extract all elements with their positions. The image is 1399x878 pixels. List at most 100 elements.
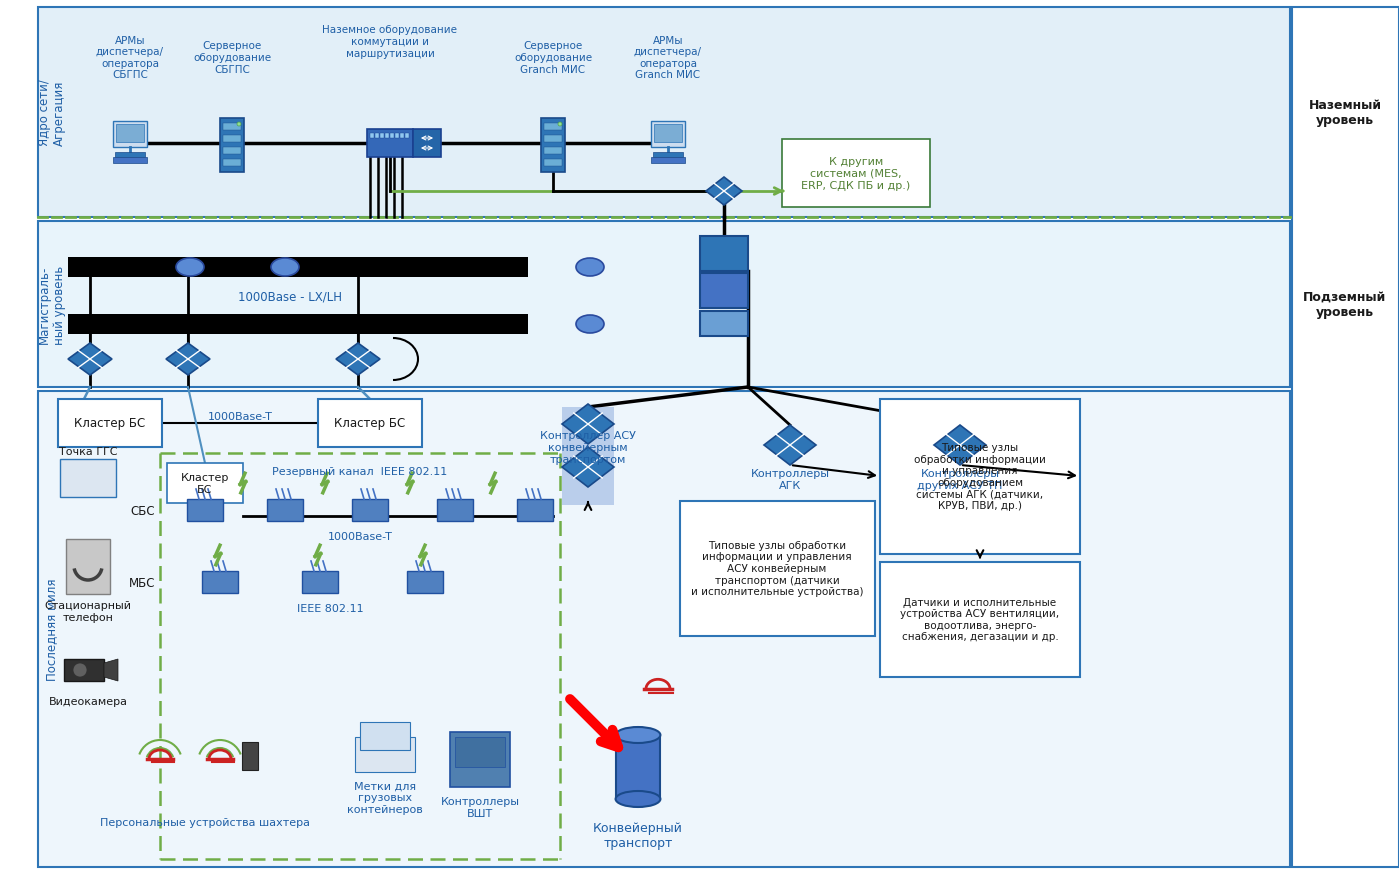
Ellipse shape bbox=[576, 259, 604, 277]
Bar bbox=[222, 148, 241, 155]
Bar bbox=[400, 133, 404, 139]
Polygon shape bbox=[706, 178, 741, 205]
Ellipse shape bbox=[271, 259, 299, 277]
Text: АРМы
диспетчера/
оператора
СБГПС: АРМы диспетчера/ оператора СБГПС bbox=[97, 36, 164, 80]
Bar bbox=[680, 501, 874, 637]
Text: Магистраль-
ный уровень: Магистраль- ный уровень bbox=[38, 265, 66, 344]
Bar bbox=[201, 572, 238, 594]
Bar bbox=[436, 500, 473, 522]
Text: Кластер БС: Кластер БС bbox=[74, 417, 145, 430]
Text: МБС: МБС bbox=[129, 577, 155, 590]
Text: IEEE 802.11: IEEE 802.11 bbox=[297, 603, 364, 614]
Text: Типовые узлы обработки
информации и управления
АСУ конвейерным
транспортом (датч: Типовые узлы обработки информации и упра… bbox=[691, 540, 863, 596]
Text: Контроллеры
других АСУ ТП: Контроллеры других АСУ ТП bbox=[918, 469, 1003, 490]
Bar bbox=[653, 153, 683, 158]
Bar bbox=[395, 133, 399, 139]
Bar bbox=[115, 153, 145, 158]
Bar bbox=[700, 312, 748, 336]
Polygon shape bbox=[104, 659, 118, 681]
Bar bbox=[1293, 8, 1399, 867]
Bar bbox=[222, 136, 241, 143]
Bar bbox=[880, 563, 1080, 677]
Bar bbox=[544, 136, 562, 143]
Circle shape bbox=[236, 123, 241, 126]
Text: Подземный
уровень: Подземный уровень bbox=[1304, 291, 1386, 319]
Bar bbox=[113, 122, 147, 148]
Bar bbox=[404, 133, 409, 139]
Bar bbox=[60, 459, 116, 498]
Text: Датчики и исполнительные
устройства АСУ вентиляции,
водоотлива, энерго-
снабжени: Датчики и исполнительные устройства АСУ … bbox=[901, 597, 1059, 642]
Bar bbox=[651, 122, 686, 148]
Bar bbox=[385, 133, 389, 139]
Bar bbox=[450, 732, 511, 787]
Bar bbox=[544, 160, 562, 167]
Circle shape bbox=[73, 663, 87, 677]
Bar bbox=[375, 133, 379, 139]
Text: Кластер
БС: Кластер БС bbox=[180, 472, 229, 494]
Bar bbox=[381, 133, 383, 139]
Ellipse shape bbox=[176, 259, 204, 277]
Ellipse shape bbox=[616, 791, 660, 807]
Text: Персональные устройства шахтера: Персональные устройства шахтера bbox=[99, 817, 311, 827]
Text: Видеокамера: Видеокамера bbox=[49, 696, 127, 706]
Polygon shape bbox=[336, 343, 381, 376]
Bar bbox=[318, 399, 422, 448]
Text: Серверное
оборудование
Granch МИС: Серверное оборудование Granch МИС bbox=[513, 41, 592, 75]
Bar bbox=[782, 140, 930, 208]
Polygon shape bbox=[166, 343, 210, 376]
Text: Контроллер АСУ
конвейерным
транспортом: Контроллер АСУ конвейерным транспортом bbox=[540, 431, 637, 464]
Bar bbox=[69, 258, 527, 277]
Text: СБС: СБС bbox=[130, 505, 155, 518]
Bar bbox=[242, 742, 257, 770]
Text: Типовые узлы
обработки информации
и управления
оборудованием
системы АГК (датчик: Типовые узлы обработки информации и упра… bbox=[914, 443, 1046, 510]
Text: 1000Base-T: 1000Base-T bbox=[327, 531, 393, 542]
Bar bbox=[57, 399, 162, 448]
Text: Контроллеры
ВШТ: Контроллеры ВШТ bbox=[441, 796, 519, 818]
Bar bbox=[653, 125, 681, 143]
Circle shape bbox=[558, 123, 562, 126]
Bar bbox=[113, 158, 147, 164]
Text: К другим
системам (MES,
ERP, СДК ПБ и др.): К другим системам (MES, ERP, СДК ПБ и др… bbox=[802, 157, 911, 191]
Bar bbox=[544, 124, 562, 131]
Text: 1000Base-T: 1000Base-T bbox=[207, 412, 273, 421]
Polygon shape bbox=[562, 448, 614, 487]
Bar bbox=[880, 399, 1080, 554]
Bar bbox=[187, 500, 222, 522]
Text: Наземное оборудование
коммутации и
маршрутизации: Наземное оборудование коммутации и маршр… bbox=[323, 25, 457, 59]
Text: Ядро сети/
Агрегация: Ядро сети/ Агрегация bbox=[38, 80, 66, 147]
Bar bbox=[64, 659, 104, 681]
Bar bbox=[407, 572, 443, 594]
Text: 1000Base - LX/LH: 1000Base - LX/LH bbox=[238, 290, 341, 303]
Text: Наземный
уровень: Наземный уровень bbox=[1308, 99, 1381, 126]
Bar bbox=[355, 738, 416, 772]
Text: Метки для
грузовых
контейнеров: Метки для грузовых контейнеров bbox=[347, 781, 422, 814]
Bar bbox=[220, 119, 243, 173]
Bar bbox=[222, 160, 241, 167]
Bar bbox=[69, 314, 527, 335]
Bar bbox=[544, 148, 562, 155]
Bar bbox=[166, 464, 243, 503]
Bar bbox=[616, 735, 660, 799]
Bar bbox=[116, 125, 144, 143]
Polygon shape bbox=[764, 426, 816, 465]
Bar bbox=[455, 738, 505, 767]
Bar bbox=[413, 130, 441, 158]
Polygon shape bbox=[69, 343, 112, 376]
Ellipse shape bbox=[576, 315, 604, 334]
Text: Серверное
оборудование
СБГПС: Серверное оборудование СБГПС bbox=[193, 41, 271, 75]
Bar bbox=[353, 500, 388, 522]
Bar bbox=[369, 133, 374, 139]
Text: . . .: . . . bbox=[487, 258, 513, 276]
Bar bbox=[302, 572, 339, 594]
Bar bbox=[541, 119, 565, 173]
Polygon shape bbox=[562, 405, 614, 444]
Bar bbox=[518, 500, 553, 522]
Text: АРМы
диспетчера/
оператора
Granch МИС: АРМы диспетчера/ оператора Granch МИС bbox=[634, 36, 702, 80]
Bar bbox=[38, 222, 1290, 387]
Text: Точка ГГС: Точка ГГС bbox=[59, 447, 118, 457]
Text: Конвейерный
транспорт: Конвейерный транспорт bbox=[593, 821, 683, 849]
Bar bbox=[38, 8, 1290, 218]
Polygon shape bbox=[935, 426, 986, 465]
Bar bbox=[367, 130, 413, 158]
Bar bbox=[360, 723, 410, 750]
